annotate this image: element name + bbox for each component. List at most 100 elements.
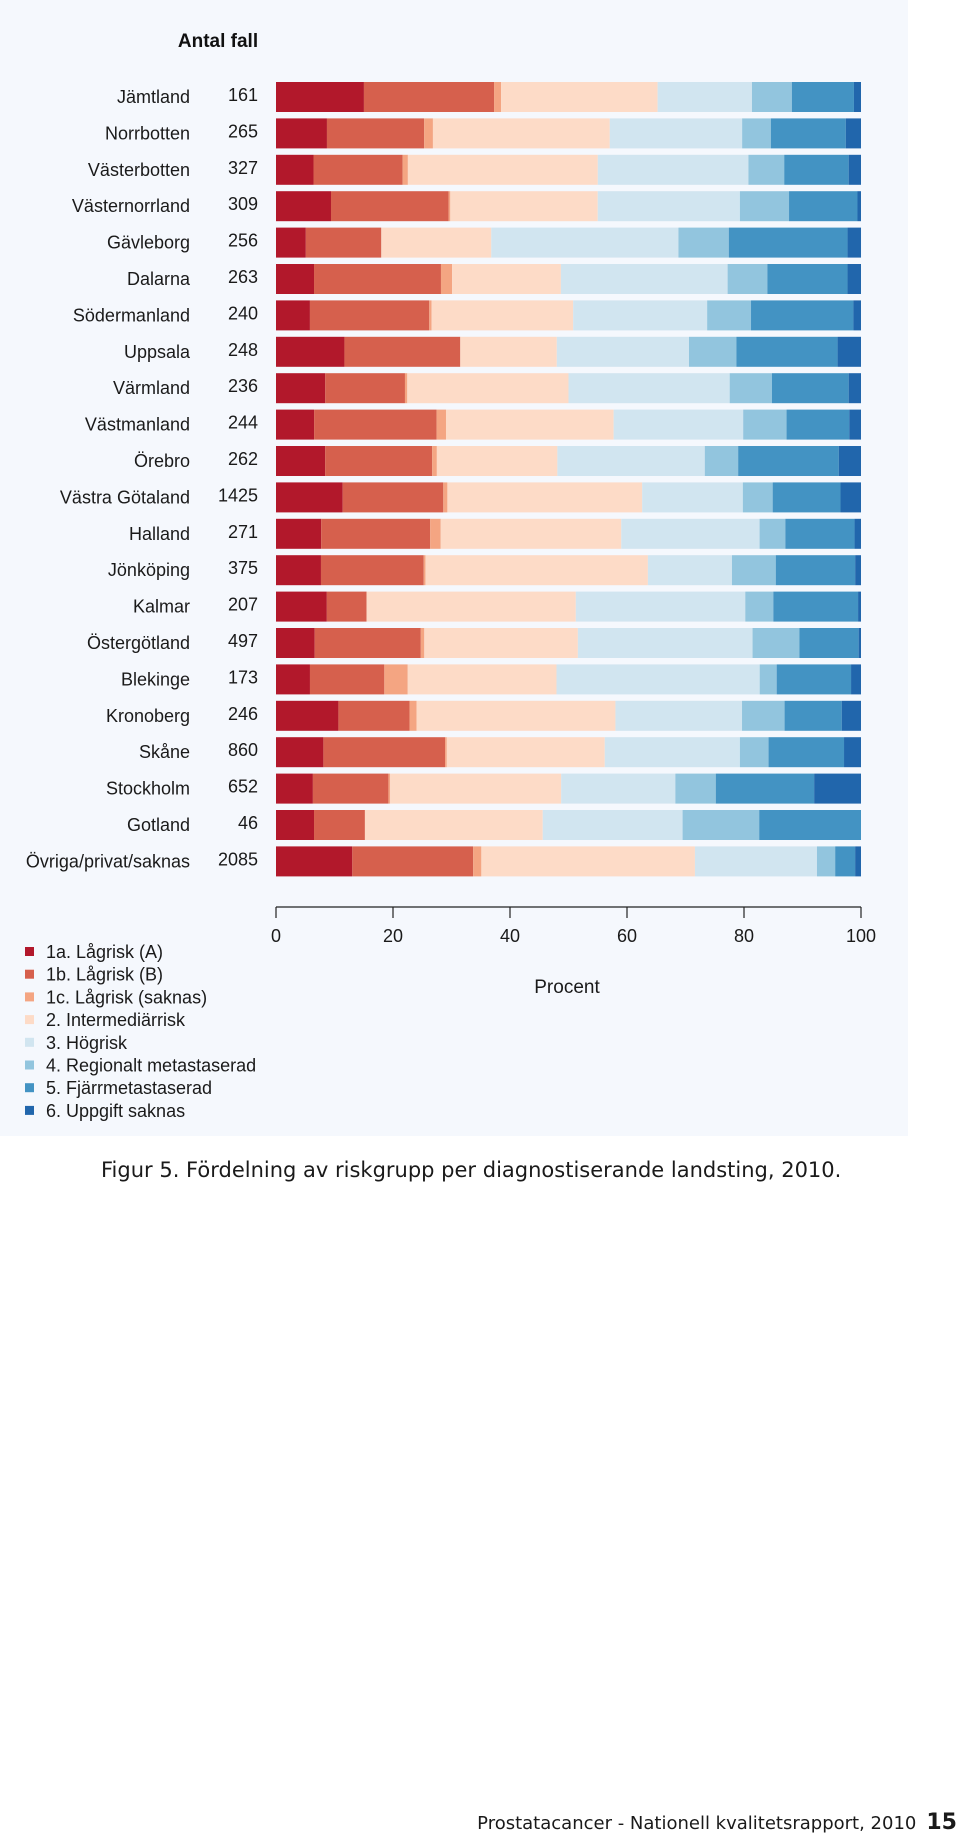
bar-segment-1b-l-grisk-b — [342, 482, 444, 513]
row-label: Värmland — [113, 378, 190, 398]
bar-segment-1b-l-grisk-b — [326, 591, 367, 622]
bar-segment-1a-l-grisk-a — [276, 700, 339, 731]
bar-row-1: Norrbotten 265 — [105, 118, 861, 149]
bar-segment-2-intermedi-rrisk — [366, 591, 576, 622]
bar-segment-5-fj-rrmetastaserad — [791, 82, 854, 112]
bar-segment-1a-l-grisk-a — [276, 737, 324, 768]
row-label: Norrbotten — [105, 123, 190, 143]
bar-segment-1c-l-grisk-saknas — [448, 191, 451, 222]
bar-segment-5-fj-rrmetastaserad — [776, 664, 852, 695]
bar-segment-1c-l-grisk-saknas — [436, 409, 446, 440]
bar-segment-1b-l-grisk-b — [330, 191, 449, 222]
bar-segment-5-fj-rrmetastaserad — [785, 518, 855, 549]
bar-segment-4-regionalt-metastaserad — [729, 373, 772, 404]
bar-segment-3-h-grisk — [556, 664, 760, 695]
bar-segment-1a-l-grisk-a — [276, 227, 306, 258]
row-count: 860 — [228, 740, 258, 760]
bar-segment-1c-l-grisk-saknas — [388, 773, 391, 804]
bar-row-20: Gotland 46 — [127, 810, 861, 840]
bar-row-13: Jönköping 375 — [108, 555, 861, 586]
bar-row-9: Västmanland 244 — [85, 409, 861, 440]
row-label: Västmanland — [85, 415, 190, 435]
bar-segment-3-h-grisk — [647, 555, 732, 586]
legend-label: 4. Regionalt metastaserad — [46, 1056, 256, 1076]
bar-segment-4-regionalt-metastaserad — [731, 555, 776, 586]
row-count: 256 — [228, 231, 258, 251]
bar-segment-2-intermedi-rrisk — [436, 446, 558, 476]
bar-segment-5-fj-rrmetastaserad — [738, 446, 839, 476]
bar-segment-1a-l-grisk-a — [276, 773, 313, 804]
bar-segment-1b-l-grisk-b — [314, 264, 441, 294]
bar-segment-1c-l-grisk-saknas — [432, 446, 437, 476]
bar-segment-6-uppgift-saknas — [857, 191, 861, 222]
bar-segment-5-fj-rrmetastaserad — [775, 555, 856, 586]
legend-swatch — [25, 992, 34, 1002]
bar-segment-1a-l-grisk-a — [276, 82, 364, 112]
page-number: 15 — [926, 1810, 957, 1835]
bar-segment-6-uppgift-saknas — [838, 446, 861, 476]
row-label: Övriga/privat/saknas — [26, 851, 190, 871]
bar-segment-6-uppgift-saknas — [847, 264, 861, 294]
footer-text: Prostatacancer - Nationell kvalitetsrapp… — [477, 1813, 917, 1834]
bar-segment-1a-l-grisk-a — [276, 154, 314, 185]
bar-segment-5-fj-rrmetastaserad — [770, 118, 846, 149]
bar-segment-4-regionalt-metastaserad — [742, 118, 771, 149]
bar-segment-6-uppgift-saknas — [841, 700, 861, 731]
bar-segment-6-uppgift-saknas — [853, 82, 861, 112]
bar-segment-1c-l-grisk-saknas — [443, 482, 448, 513]
bar-segment-1a-l-grisk-a — [276, 409, 315, 440]
x-tick-label: 80 — [734, 926, 754, 946]
row-label: Västerbotten — [88, 160, 190, 180]
bar-segment-1b-l-grisk-b — [326, 118, 425, 149]
legend-item: 4. Regionalt metastaserad — [25, 1056, 256, 1076]
bar-segment-1c-l-grisk-saknas — [420, 628, 425, 658]
bar-segment-4-regionalt-metastaserad — [739, 737, 769, 768]
row-label: Östergötland — [87, 633, 190, 653]
row-count: 207 — [228, 595, 258, 615]
bar-segment-1b-l-grisk-b — [314, 628, 421, 658]
bar-segment-1b-l-grisk-b — [314, 810, 365, 840]
bar-segment-3-h-grisk — [568, 373, 730, 404]
legend-label: 6. Uppgift saknas — [46, 1101, 185, 1121]
bar-segment-1b-l-grisk-b — [352, 846, 474, 877]
row-count: 652 — [228, 777, 258, 797]
row-label: Gävleborg — [107, 233, 190, 253]
bar-segment-4-regionalt-metastaserad — [682, 810, 760, 840]
bar-segment-1c-l-grisk-saknas — [402, 154, 408, 185]
bar-segment-2-intermedi-rrisk — [440, 518, 622, 549]
chart-panel: Antal fall Jämtland 161 Norrbotten 265 Väste… — [25, 31, 877, 1121]
bar-segment-5-fj-rrmetastaserad — [835, 846, 856, 877]
legend-swatch — [25, 1105, 34, 1115]
bar-segment-6-uppgift-saknas — [844, 737, 861, 768]
bar-segment-1a-l-grisk-a — [276, 846, 353, 877]
row-label: Västra Götaland — [60, 487, 190, 507]
row-label: Västernorrland — [72, 196, 190, 216]
bar-segment-3-h-grisk — [642, 482, 743, 513]
page-footer: Prostatacancer - Nationell kvalitetsrapp… — [477, 1810, 957, 1835]
bar-row-18: Skåne 860 — [139, 737, 861, 768]
bar-segment-6-uppgift-saknas — [855, 846, 861, 877]
row-label: Jönköping — [108, 560, 190, 580]
legend-label: 1a. Lågrisk (A) — [46, 942, 163, 962]
bar-segment-2-intermedi-rrisk — [364, 810, 543, 840]
legend-swatch — [25, 1037, 34, 1047]
bar-segment-2-intermedi-rrisk — [445, 409, 614, 440]
x-tick-label: 100 — [846, 926, 876, 946]
x-tick-label: 20 — [383, 926, 403, 946]
legend-swatch — [25, 969, 34, 979]
bar-segment-1c-l-grisk-saknas — [404, 373, 408, 404]
bar-row-11: Västra Götaland 1425 — [60, 482, 861, 513]
bar-row-19: Stockholm 652 — [106, 773, 861, 804]
bar-segment-3-h-grisk — [604, 737, 740, 768]
row-count: 2085 — [218, 849, 258, 869]
bar-segment-1b-l-grisk-b — [338, 700, 410, 731]
bar-segment-3-h-grisk — [575, 591, 746, 622]
row-count: 327 — [228, 158, 258, 178]
legend-label: 1c. Lågrisk (saknas) — [46, 987, 207, 1007]
bar-segment-3-h-grisk — [542, 810, 683, 840]
bar-row-0: Jämtland 161 — [117, 82, 861, 112]
bar-segment-6-uppgift-saknas — [845, 118, 861, 149]
row-label: Gotland — [127, 815, 190, 835]
bar-segment-3-h-grisk — [561, 773, 676, 804]
bar-segment-5-fj-rrmetastaserad — [786, 409, 850, 440]
